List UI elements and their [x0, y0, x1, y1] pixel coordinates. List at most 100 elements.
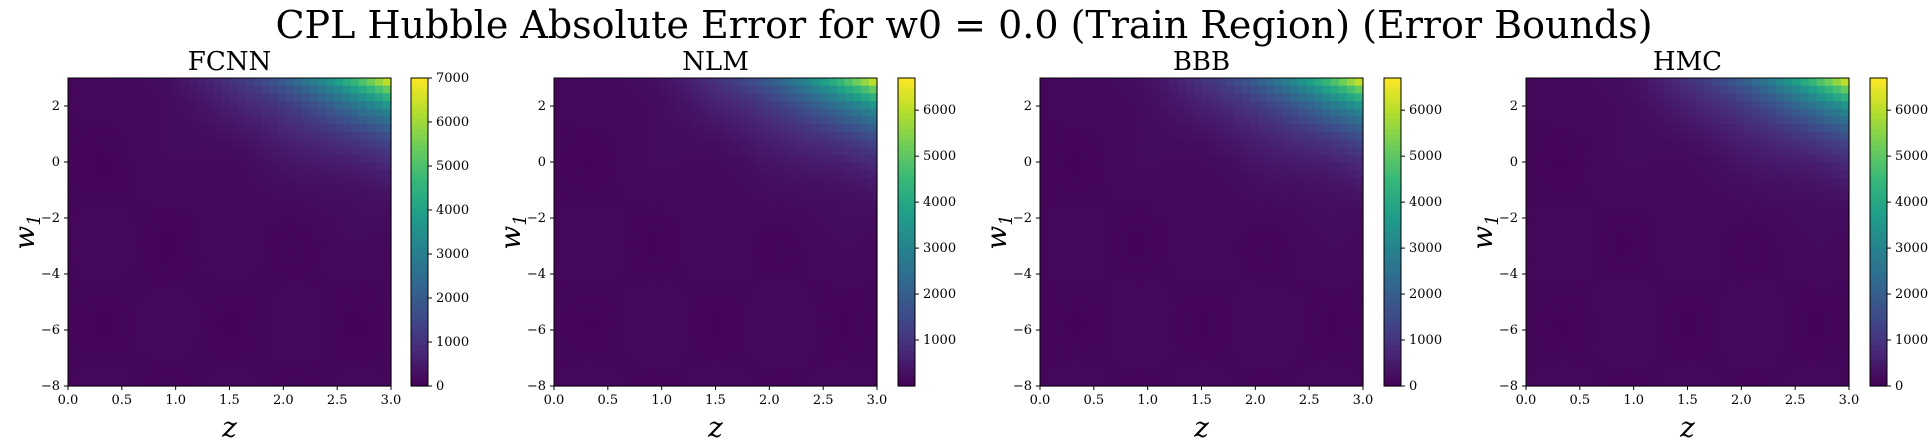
- heatmap-cell: [667, 170, 676, 179]
- heatmap-cell: [68, 193, 77, 202]
- heatmap-cell: [699, 208, 709, 218]
- heatmap-cell: [570, 301, 579, 310]
- heatmap-cell: [1225, 124, 1235, 133]
- heatmap-cell: [1161, 124, 1170, 133]
- heatmap-cell: [366, 170, 376, 179]
- heatmap-cell: [366, 247, 376, 256]
- heatmap-cell: [1096, 332, 1106, 341]
- heatmap-cell: [828, 239, 838, 248]
- heatmap-cell: [1120, 124, 1130, 133]
- heatmap-cell: [1096, 370, 1106, 379]
- heatmap-cell: [68, 332, 77, 341]
- heatmap-cell: [1306, 232, 1316, 241]
- heatmap-cell: [277, 170, 287, 179]
- heatmap-cell: [1266, 101, 1275, 110]
- heatmap-cell: [1144, 124, 1154, 133]
- heatmap-cell: [1185, 347, 1195, 356]
- heatmap-cell: [642, 101, 652, 110]
- heatmap-cell: [156, 124, 166, 133]
- heatmap-cell: [366, 201, 376, 210]
- heatmap-cell: [76, 255, 85, 264]
- heatmap-cell: [1241, 139, 1251, 148]
- heatmap-cell: [100, 362, 109, 372]
- heatmap-cell: [1120, 316, 1130, 325]
- heatmap-cell: [124, 124, 134, 133]
- heatmap-cell: [140, 116, 150, 125]
- heatmap-cell: [828, 316, 838, 325]
- heatmap-cell: [1040, 201, 1049, 210]
- heatmap-cell: [108, 93, 118, 102]
- heatmap-cell: [1225, 285, 1235, 295]
- heatmap-cell: [739, 108, 749, 118]
- heatmap-cell: [1080, 270, 1090, 279]
- heatmap-cell: [237, 316, 247, 325]
- colorbar-segment: [898, 108, 915, 115]
- heatmap-cell: [100, 131, 109, 141]
- heatmap-cell: [1185, 201, 1195, 210]
- heatmap-cell: [76, 170, 85, 179]
- heatmap-cell: [221, 239, 231, 248]
- heatmap-cell: [658, 285, 668, 295]
- heatmap-cell: [650, 147, 660, 156]
- heatmap-cell: [1112, 85, 1122, 94]
- heatmap-cell: [731, 178, 741, 187]
- heatmap-cell: [326, 293, 336, 302]
- heatmap-cell: [1241, 370, 1251, 379]
- heatmap-cell: [164, 239, 174, 248]
- heatmap-cell: [1161, 332, 1170, 341]
- heatmap-cell: [1193, 85, 1203, 94]
- heatmap-cell: [1088, 108, 1098, 118]
- heatmap-cell: [172, 208, 182, 218]
- heatmap-cell: [1088, 347, 1098, 356]
- heatmap-cell: [828, 116, 838, 125]
- heatmap-cell: [172, 124, 182, 133]
- heatmap-cell: [788, 93, 797, 102]
- colorbar-tick-label: 6000: [436, 115, 469, 130]
- heatmap-cell: [108, 85, 118, 94]
- heatmap-cell: [253, 139, 263, 148]
- heatmap-cell: [626, 101, 636, 110]
- heatmap-cell: [626, 255, 636, 264]
- heatmap-cell: [755, 131, 765, 141]
- heatmap-cell: [1225, 239, 1235, 248]
- heatmap-cell: [796, 124, 805, 133]
- heatmap-cell: [197, 262, 206, 272]
- heatmap-cell: [642, 78, 652, 87]
- heatmap-cell: [667, 285, 676, 295]
- heatmap-cell: [253, 93, 263, 102]
- heatmap-cell: [229, 139, 239, 148]
- heatmap-cell: [302, 162, 311, 171]
- heatmap-cell: [84, 278, 93, 287]
- heatmap-cell: [1177, 78, 1186, 87]
- heatmap-cell: [237, 147, 247, 156]
- heatmap-cell: [1136, 162, 1146, 171]
- heatmap-cell: [108, 147, 118, 156]
- heatmap-cell: [1153, 255, 1162, 264]
- heatmap-cell: [772, 347, 781, 356]
- heatmap-cell: [836, 332, 846, 341]
- heatmap-cell: [683, 216, 692, 225]
- heatmap-cell: [1241, 101, 1251, 110]
- heatmap-cell: [731, 339, 741, 349]
- heatmap-cell: [286, 116, 295, 125]
- heatmap-cell: [334, 147, 344, 156]
- heatmap-cell: [683, 232, 692, 241]
- colorbar-segment: [411, 375, 428, 382]
- heatmap-cell: [334, 232, 344, 241]
- heatmap-cell: [1233, 339, 1243, 349]
- y-tick-label: −2: [41, 211, 60, 226]
- heatmap-cell: [860, 216, 870, 225]
- heatmap-cell: [116, 247, 126, 256]
- heatmap-cell: [578, 193, 587, 202]
- heatmap-cell: [715, 332, 725, 341]
- heatmap-cell: [1314, 362, 1324, 372]
- colorbar-segment: [411, 190, 428, 197]
- heatmap-cell: [667, 262, 676, 272]
- heatmap-cell: [1112, 78, 1122, 87]
- heatmap-cell: [1282, 131, 1291, 141]
- heatmap-cell: [1258, 255, 1267, 264]
- heatmap-cell: [189, 324, 198, 333]
- heatmap-cell: [197, 332, 206, 341]
- heatmap-cell: [691, 362, 700, 372]
- heatmap-cell: [197, 378, 206, 387]
